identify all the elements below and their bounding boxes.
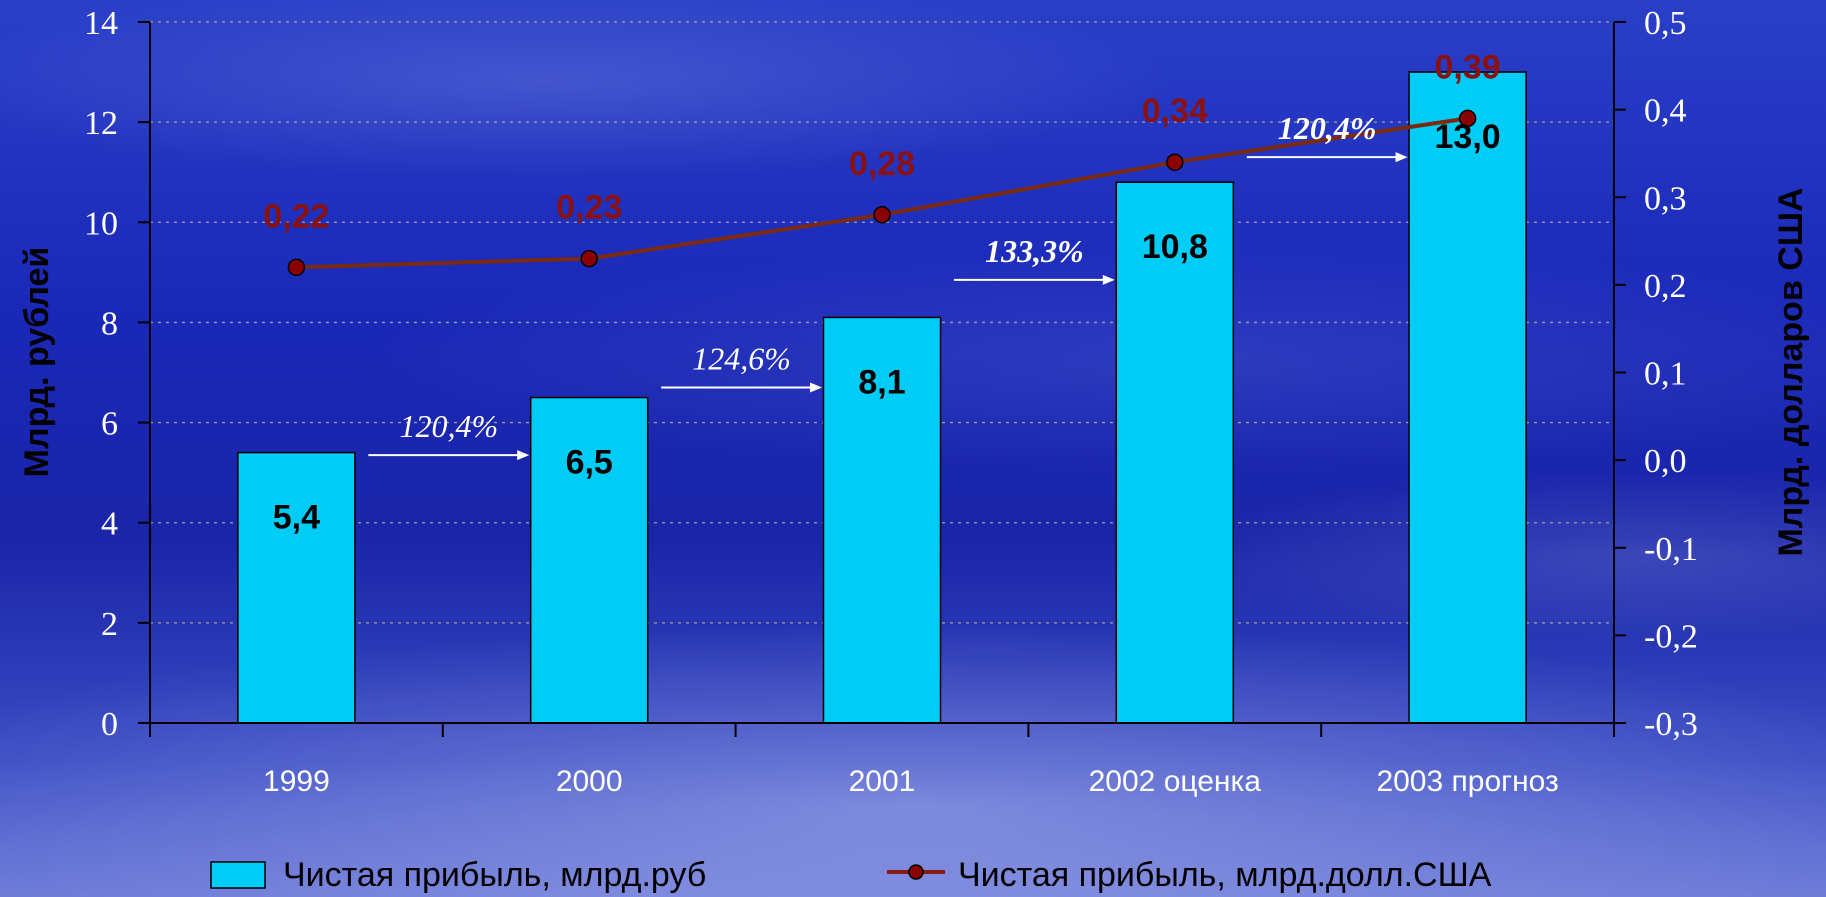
bar-value-label: 13,0: [1435, 118, 1501, 156]
y-tick-label-right: 0,3: [1644, 180, 1687, 217]
x-tick-label: 2003 прогноз: [1376, 765, 1558, 798]
line-value-label: 0,23: [556, 189, 622, 227]
bar-2001: [822, 316, 942, 724]
y-tick-label-left: 6: [101, 406, 118, 443]
y-tick-label-right: 0,5: [1644, 5, 1687, 42]
bar-1999: [237, 451, 356, 724]
x-tick-label: 1999: [263, 765, 330, 798]
x-tick-label: 2002 оценка: [1089, 765, 1262, 798]
bar-2003-прогноз: [1408, 71, 1527, 724]
line-series: [287, 109, 1477, 277]
line-value-label: 0,22: [263, 197, 329, 235]
growth-label: 120,4%: [1278, 110, 1377, 146]
y-axis-title-left: Млрд. рублей: [18, 247, 56, 478]
bar-value-label: 5,4: [273, 499, 320, 537]
legend-line-label: Чистая прибыль, млрд.долл.США: [958, 856, 1492, 894]
y-tick-label-left: 4: [101, 506, 118, 543]
legend-bar-swatch: [210, 861, 266, 889]
y-tick-label-right: 0,0: [1644, 443, 1687, 480]
growth-arrow-head: [1395, 152, 1408, 163]
line-point: [1458, 109, 1477, 128]
bar-2002-оценка: [1115, 181, 1235, 724]
bar-value-label: 10,8: [1142, 228, 1208, 266]
y-tick-label-left: 2: [101, 606, 118, 643]
legend: Чистая прибыль, млрд.руб Чистая прибыль,…: [210, 856, 1492, 894]
bar-series: [237, 71, 1527, 724]
line-value-label: 0,34: [1142, 92, 1208, 130]
y-tick-label-left: 8: [101, 305, 118, 342]
y-tick-label-right: 0,1: [1644, 356, 1687, 393]
x-tick-label: 2000: [556, 765, 623, 798]
legend-line-marker: [908, 864, 924, 880]
growth-annotations: 120,4% 124,6% 133,3% 120,4%: [368, 110, 1408, 461]
growth-arrow-head: [1102, 274, 1115, 285]
growth-label: 124,6%: [692, 340, 791, 376]
line-point: [1166, 153, 1184, 171]
axes: 0 2 4 6 8 10 12 14 -0,3 -0,2 -0,1 0,0 0,1 0,2 0,3 0,4 0,…: [84, 5, 1698, 798]
line-point: [580, 249, 598, 268]
bar-2000: [529, 396, 649, 724]
growth-label: 120,4%: [399, 408, 498, 444]
bar-value-label: 6,5: [566, 444, 613, 482]
growth-arrow-head: [517, 450, 530, 461]
x-tick-label: 2001: [849, 765, 916, 798]
y-tick-label-left: 10: [84, 205, 118, 242]
y-axis-title-right: Млрд. долларов США: [1772, 187, 1810, 556]
growth-arrow-head: [810, 382, 822, 393]
y-tick-label-right: 0,2: [1644, 268, 1687, 305]
y-tick-label-left: 12: [84, 105, 118, 142]
line-value-label: 0,28: [849, 145, 915, 183]
line-point: [873, 206, 891, 224]
y-tick-label-right: -0,3: [1644, 706, 1698, 743]
y-tick-label-left: 0: [101, 706, 118, 743]
growth-label: 133,3%: [985, 233, 1084, 269]
y-tick-label-left: 14: [84, 5, 118, 42]
y-tick-label-right: -0,2: [1644, 618, 1698, 655]
y-tick-label-right: -0,1: [1644, 531, 1698, 568]
legend-bar-label: Чистая прибыль, млрд.руб: [283, 856, 706, 894]
y-tick-label-right: 0,4: [1644, 93, 1687, 130]
bar-value-label: 8,1: [858, 363, 905, 401]
line-point: [287, 258, 306, 277]
line-value-label: 0,39: [1435, 48, 1501, 86]
data-labels: 5,4 6,5 8,1 10,8 13,0 0,22 0,23 0,28 0,34 0,39: [263, 48, 1500, 536]
